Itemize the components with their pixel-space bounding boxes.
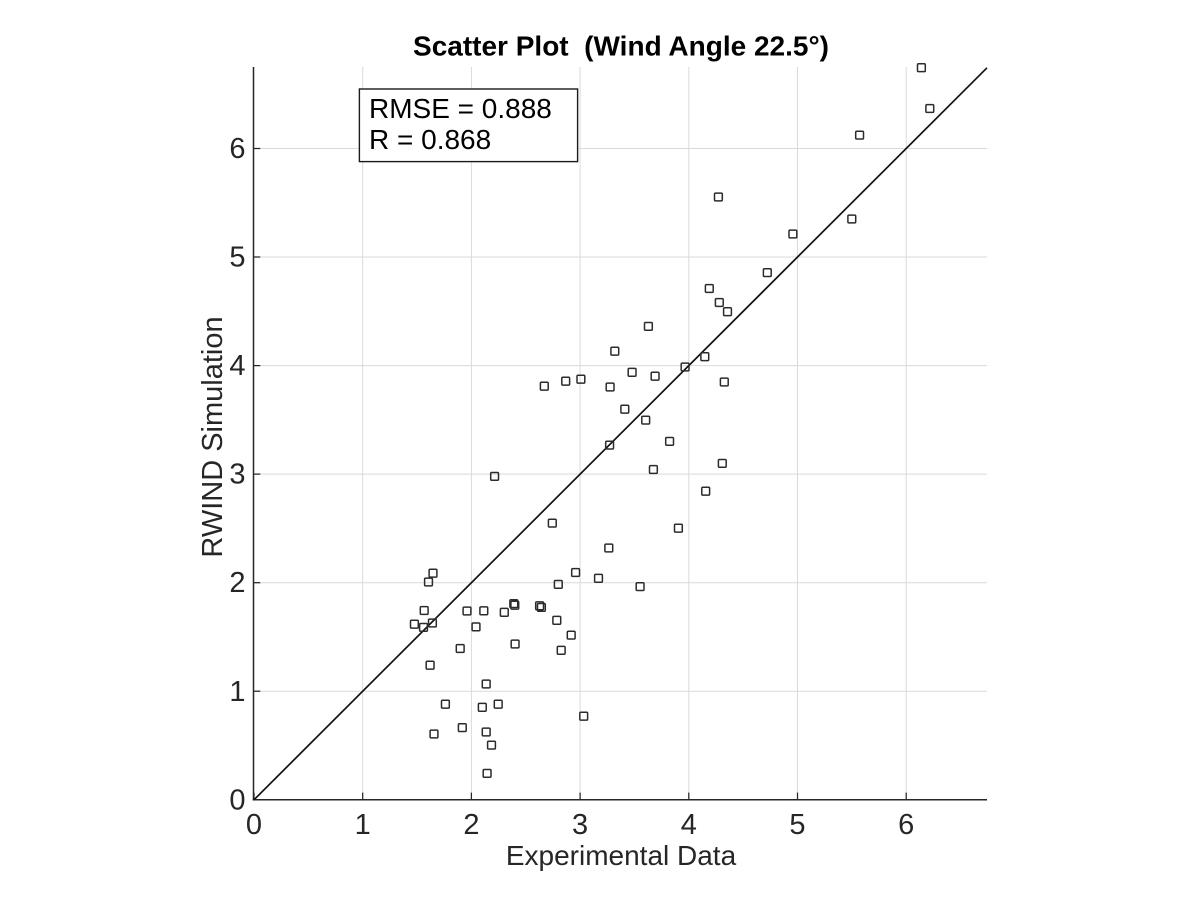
svg-text:4: 4 (229, 350, 245, 382)
svg-text:RWIND Simulation: RWIND Simulation (197, 316, 229, 557)
svg-text:R = 0.868: R = 0.868 (369, 124, 491, 155)
svg-text:5: 5 (789, 809, 805, 841)
svg-text:3: 3 (572, 809, 588, 841)
svg-text:6: 6 (898, 809, 914, 841)
svg-text:Experimental Data: Experimental Data (506, 840, 737, 871)
svg-text:1: 1 (355, 809, 371, 841)
svg-text:2: 2 (229, 567, 245, 599)
svg-text:4: 4 (681, 809, 697, 841)
svg-text:RMSE = 0.888: RMSE = 0.888 (369, 93, 552, 124)
svg-text:1: 1 (229, 676, 245, 708)
svg-text:6: 6 (229, 133, 245, 165)
svg-text:5: 5 (229, 242, 245, 274)
svg-text:0: 0 (229, 784, 245, 816)
svg-text:Scatter Plot (Wind Angle 22.5: Scatter Plot (Wind Angle 22.5°) (413, 31, 829, 62)
svg-text:2: 2 (463, 809, 479, 841)
svg-text:3: 3 (229, 459, 245, 491)
svg-text:0: 0 (246, 809, 262, 841)
